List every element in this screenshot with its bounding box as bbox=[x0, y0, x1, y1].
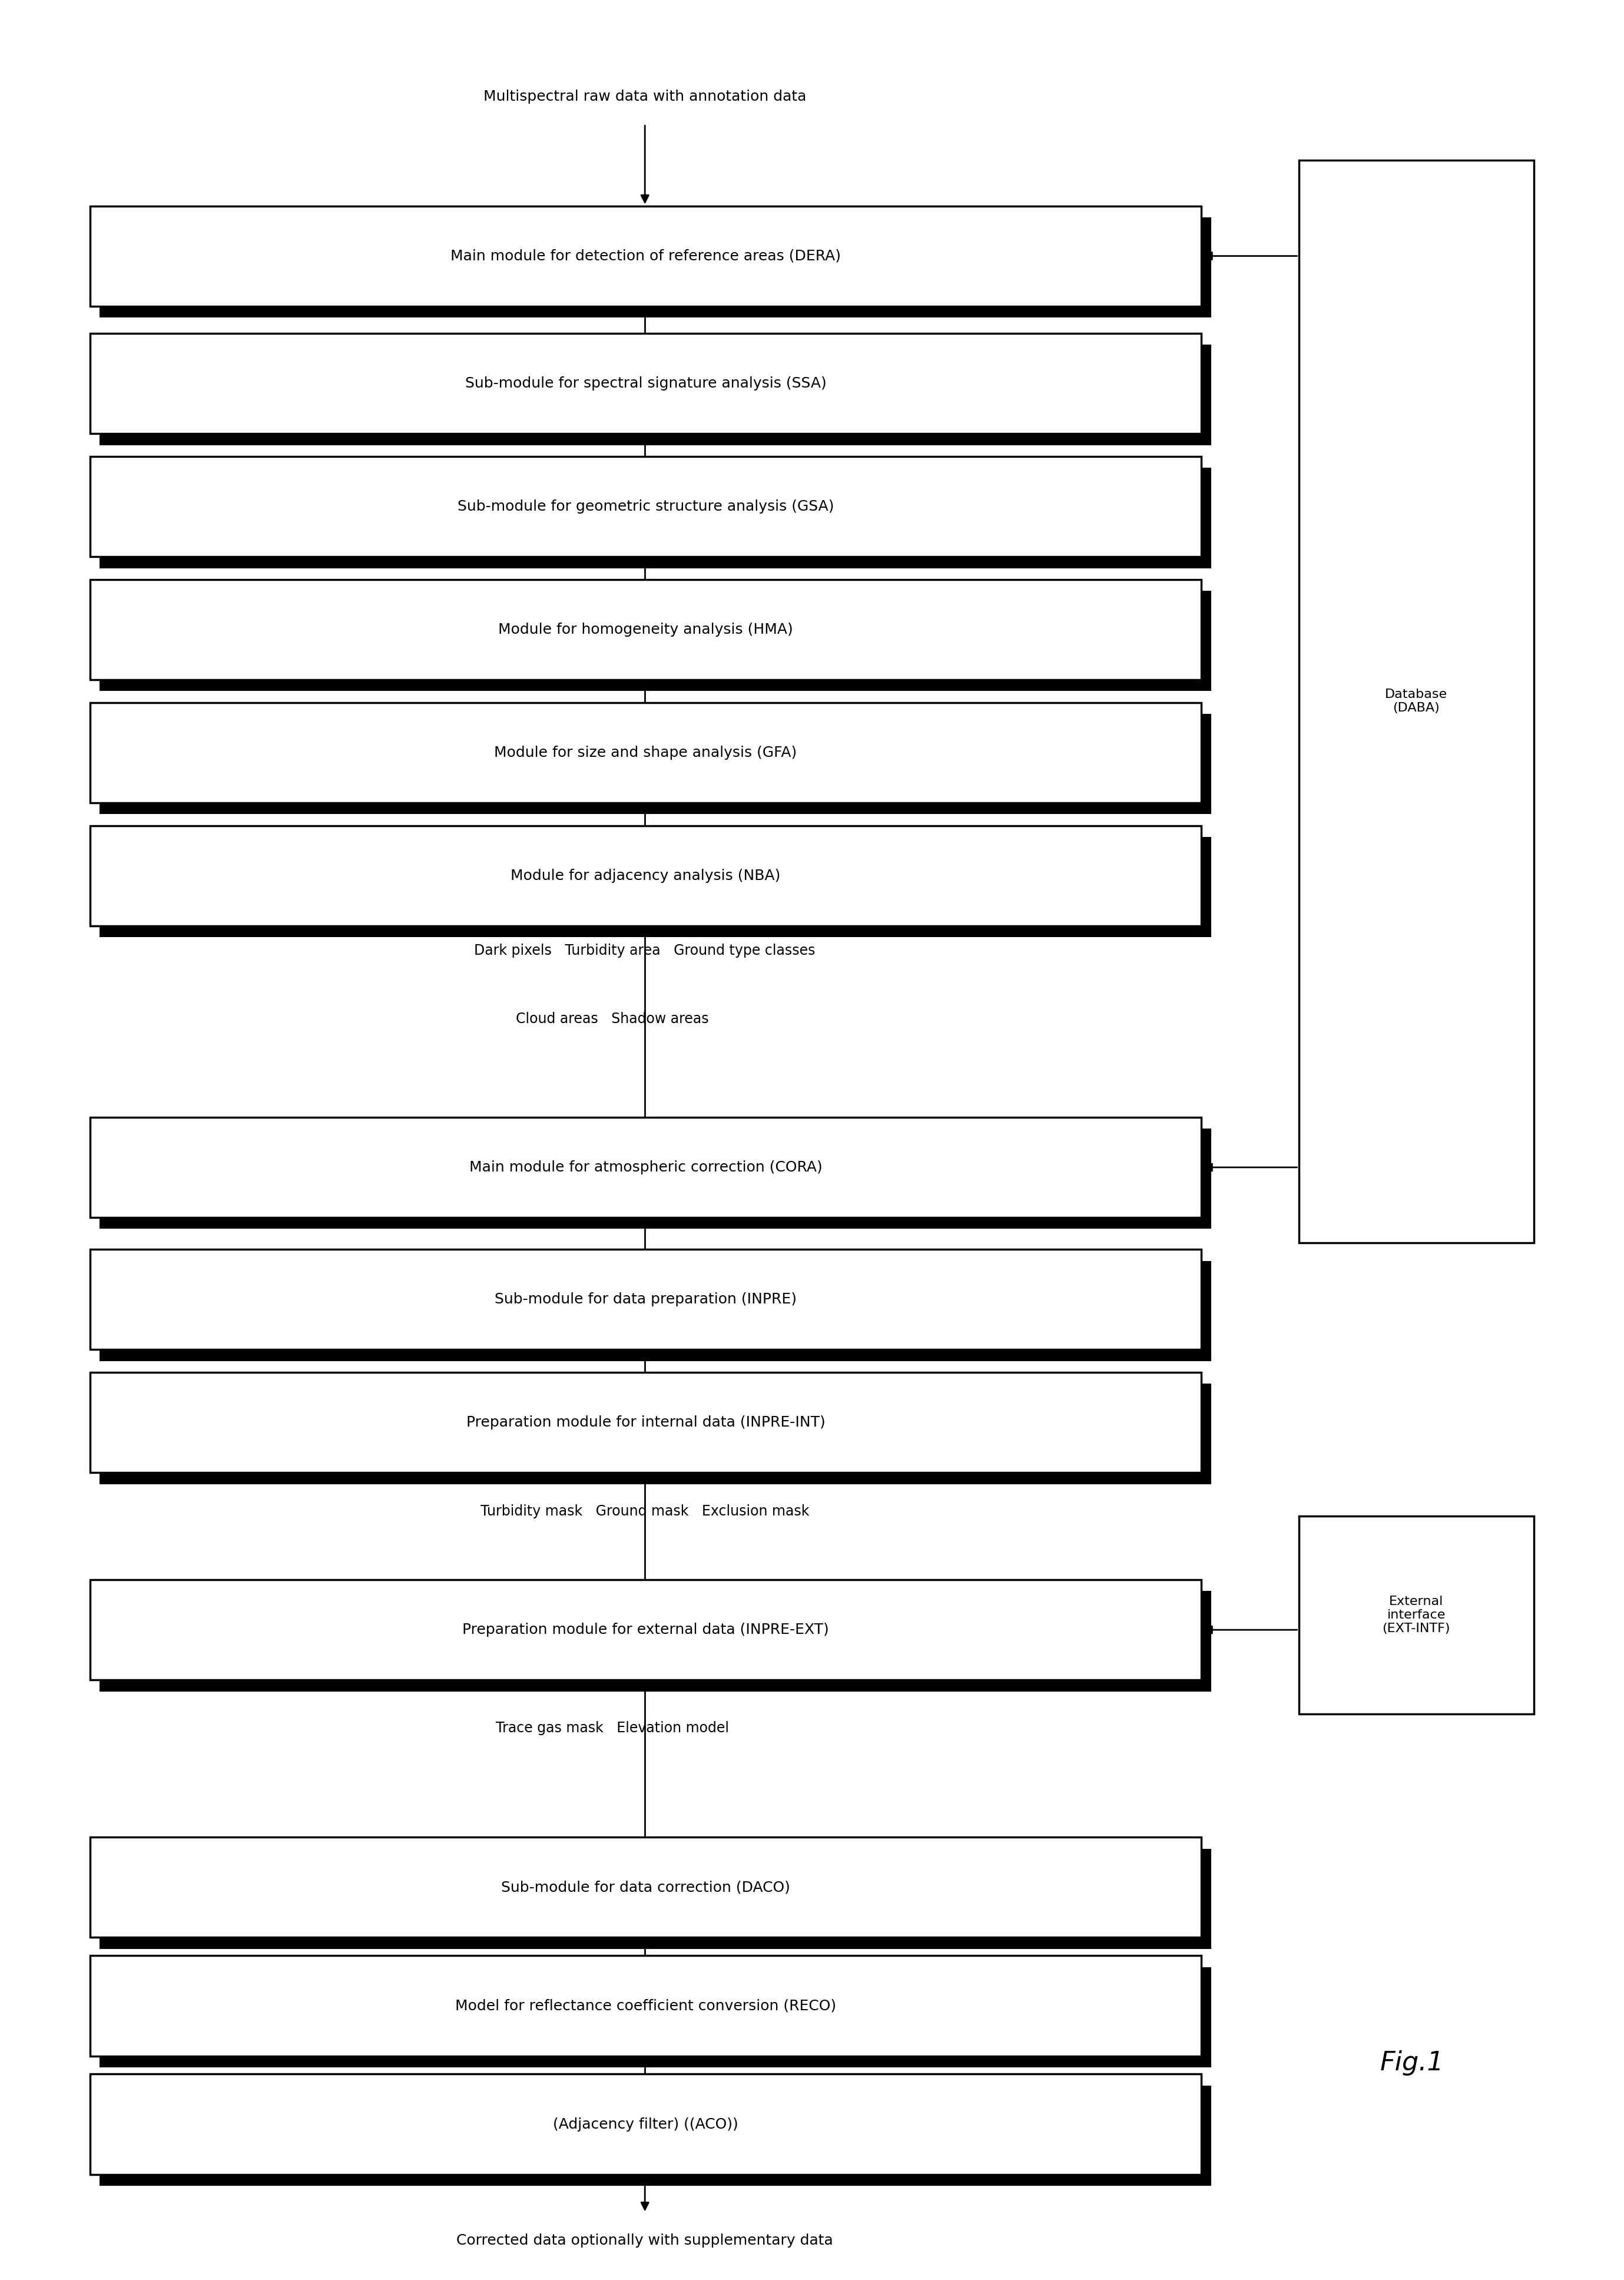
Bar bbox=[89, 579, 1202, 679]
Text: Cloud areas   Shadow areas: Cloud areas Shadow areas bbox=[516, 1012, 710, 1026]
Bar bbox=[89, 333, 1202, 433]
Bar bbox=[89, 1580, 1202, 1680]
Text: Sub-module for geometric structure analysis (GSA): Sub-module for geometric structure analy… bbox=[458, 499, 835, 513]
Bar bbox=[99, 467, 1212, 568]
Bar bbox=[99, 1129, 1212, 1229]
Bar bbox=[99, 1261, 1212, 1361]
Text: Module for size and shape analysis (GFA): Module for size and shape analysis (GFA) bbox=[494, 746, 797, 759]
Bar bbox=[99, 217, 1212, 317]
Bar bbox=[89, 1956, 1202, 2057]
Text: Preparation module for internal data (INPRE-INT): Preparation module for internal data (IN… bbox=[466, 1416, 825, 1430]
Text: Trace gas mask   Elevation model: Trace gas mask Elevation model bbox=[495, 1721, 729, 1735]
Bar bbox=[89, 1838, 1202, 1938]
Text: Sub-module for data correction (DACO): Sub-module for data correction (DACO) bbox=[502, 1881, 791, 1895]
Bar bbox=[1299, 1516, 1535, 1715]
Bar bbox=[99, 344, 1212, 445]
Text: Corrected data optionally with supplementary data: Corrected data optionally with supplemen… bbox=[456, 2234, 833, 2248]
Text: Module for adjacency analysis (NBA): Module for adjacency analysis (NBA) bbox=[512, 869, 781, 882]
Bar bbox=[99, 2086, 1212, 2187]
Text: External
interface
(EXT-INTF): External interface (EXT-INTF) bbox=[1382, 1596, 1450, 1635]
Bar bbox=[99, 591, 1212, 691]
Text: Sub-module for spectral signature analysis (SSA): Sub-module for spectral signature analys… bbox=[464, 376, 827, 390]
Bar bbox=[89, 702, 1202, 803]
Text: Sub-module for data preparation (INPRE): Sub-module for data preparation (INPRE) bbox=[495, 1293, 797, 1306]
Text: Module for homogeneity analysis (HMA): Module for homogeneity analysis (HMA) bbox=[499, 622, 793, 636]
Bar bbox=[89, 205, 1202, 306]
Bar bbox=[99, 1968, 1212, 2068]
Bar bbox=[99, 1849, 1212, 1949]
Bar bbox=[89, 1249, 1202, 1350]
Bar bbox=[89, 456, 1202, 556]
Text: Dark pixels   Turbidity area   Ground type classes: Dark pixels Turbidity area Ground type c… bbox=[474, 944, 815, 958]
Bar bbox=[99, 714, 1212, 814]
Bar bbox=[1299, 160, 1535, 1243]
Bar bbox=[89, 1373, 1202, 1473]
Bar bbox=[89, 2075, 1202, 2175]
Bar bbox=[99, 1384, 1212, 1484]
Bar bbox=[99, 1591, 1212, 1692]
Text: Turbidity mask   Ground mask   Exclusion mask: Turbidity mask Ground mask Exclusion mas… bbox=[481, 1505, 809, 1518]
Text: Preparation module for external data (INPRE-EXT): Preparation module for external data (IN… bbox=[463, 1623, 830, 1637]
Text: Fig.1: Fig.1 bbox=[1380, 2050, 1444, 2075]
Text: Main module for atmospheric correction (CORA): Main module for atmospheric correction (… bbox=[469, 1161, 822, 1174]
Bar bbox=[99, 837, 1212, 937]
Text: (Adjacency filter) ((ACO)): (Adjacency filter) ((ACO)) bbox=[554, 2118, 739, 2132]
Bar bbox=[89, 825, 1202, 926]
Text: Multispectral raw data with annotation data: Multispectral raw data with annotation d… bbox=[484, 89, 807, 103]
Text: Main module for detection of reference areas (DERA): Main module for detection of reference a… bbox=[450, 249, 841, 262]
Text: Database
(DABA): Database (DABA) bbox=[1385, 689, 1447, 714]
Text: Model for reflectance coefficient conversion (RECO): Model for reflectance coefficient conver… bbox=[455, 2000, 836, 2013]
Bar bbox=[89, 1117, 1202, 1218]
